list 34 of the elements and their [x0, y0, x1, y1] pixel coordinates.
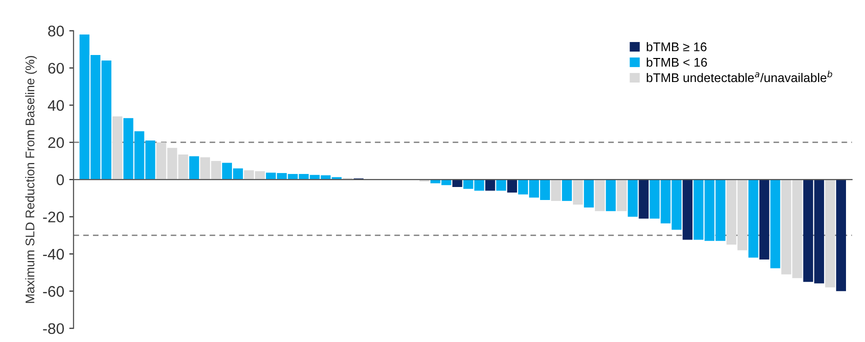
bar — [748, 180, 758, 258]
bar — [594, 180, 605, 212]
bar — [682, 180, 692, 240]
bar — [112, 116, 122, 180]
bar — [770, 180, 780, 268]
y-tick-label: 80 — [48, 26, 64, 36]
bar — [584, 180, 594, 208]
bar — [606, 180, 616, 212]
y-tick-label: -40 — [43, 248, 64, 260]
bar — [638, 180, 649, 219]
bar — [485, 180, 496, 191]
y-tick-label: 20 — [48, 137, 64, 148]
y-tick-label: 60 — [48, 62, 64, 74]
bar — [496, 180, 506, 191]
legend-label: bTMB < 16 — [646, 58, 707, 67]
bar — [507, 180, 518, 193]
bar — [825, 180, 836, 288]
y-tick-label: 40 — [48, 100, 64, 111]
bar — [551, 180, 561, 201]
legend-label: bTMB ≥ 16 — [646, 42, 706, 52]
bar — [616, 180, 627, 212]
y-tick-label: -80 — [43, 323, 64, 334]
bar — [836, 180, 846, 292]
bar — [572, 180, 583, 205]
y-tick-label: 0 — [56, 174, 64, 186]
legend-label: bTMB undetectable$^{a}$/unavailable$^{b}$ — [646, 70, 832, 82]
bar — [452, 180, 462, 187]
bar — [189, 156, 200, 180]
y-tick-label: -20 — [43, 212, 64, 222]
bar — [628, 180, 638, 217]
bar — [759, 180, 770, 260]
y-tick-label: -60 — [43, 286, 64, 297]
bar — [562, 180, 572, 201]
y-axis-title: Maximum SLD Reduction From Baseline (%) — [25, 56, 37, 303]
